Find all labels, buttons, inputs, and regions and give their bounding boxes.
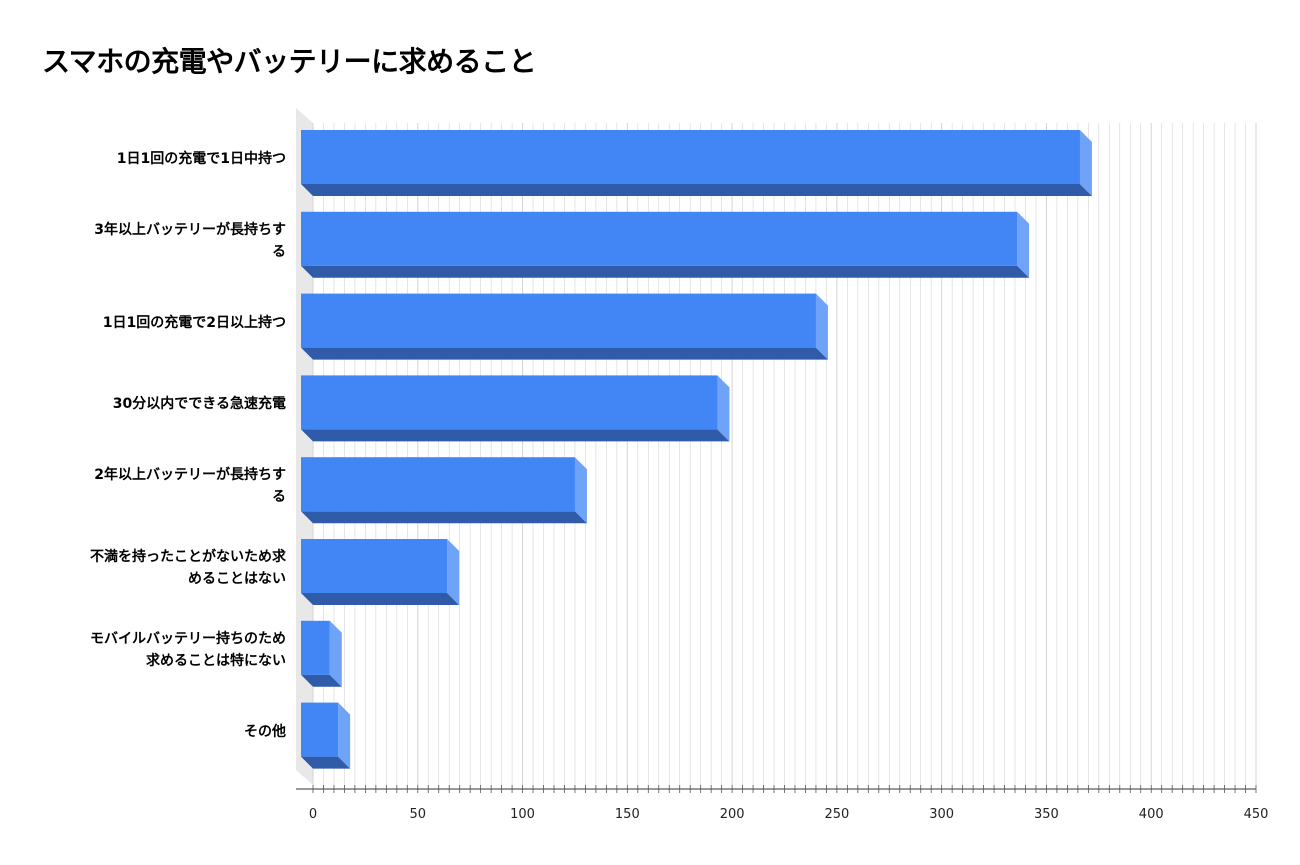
x-tick-label: 300 [929, 807, 954, 822]
bar-bottom-face [301, 429, 730, 442]
bar-bottom-face [301, 593, 460, 605]
bar-bottom-face [301, 184, 1092, 196]
category-label: 30分以内でできる急速充電 [112, 396, 286, 413]
bar-bottom-face [301, 347, 828, 360]
category-label: 3年以上バッテリーが長持ちす る [94, 221, 286, 260]
category-label: その他 [244, 723, 286, 740]
bar-side-face [1079, 130, 1092, 196]
x-tick-label: 50 [410, 807, 427, 822]
bar-bottom-face [301, 265, 1030, 278]
bar-side-face [815, 293, 828, 360]
category-label: 1日1回の充電で1日中持つ [116, 151, 286, 167]
category-label: モバイルバッテリー持ちのため 求めることは特にない [90, 630, 286, 669]
x-tick-label: 100 [510, 807, 535, 822]
bar-side-face [574, 457, 587, 524]
bar-bottom-face [301, 674, 342, 687]
x-tick-label: 350 [1034, 807, 1059, 822]
bar [301, 375, 718, 430]
category-label: 1日1回の充電で2日以上持つ [102, 314, 286, 331]
category-label: 2年以上バッテリーが長持ちす る [94, 467, 286, 506]
bar [301, 620, 330, 675]
bar [301, 293, 816, 348]
bar [301, 211, 1018, 266]
bar-bottom-face [301, 511, 587, 524]
x-tick-label: 150 [615, 807, 640, 822]
bar [301, 702, 339, 757]
bar-side-face [338, 702, 351, 769]
x-tick-label: 400 [1139, 807, 1164, 822]
bar [301, 457, 575, 512]
x-tick-label: 200 [720, 807, 745, 822]
x-tick-label: 450 [1244, 807, 1269, 822]
plot-left-wall [296, 108, 313, 785]
bar-bottom-face [301, 756, 351, 769]
x-tick-label: 250 [824, 807, 849, 822]
bar-side-face [329, 620, 342, 687]
chart-title: スマホの充電やバッテリーに求めること [42, 45, 537, 78]
bar [301, 130, 1080, 184]
bar-side-face [1017, 211, 1030, 278]
x-tick-label: 0 [309, 807, 317, 822]
bar-side-face [447, 539, 460, 605]
bar-side-face [717, 375, 730, 442]
bar [301, 539, 448, 593]
category-label: 不満を持ったことがないため求 めることはない [90, 549, 286, 587]
